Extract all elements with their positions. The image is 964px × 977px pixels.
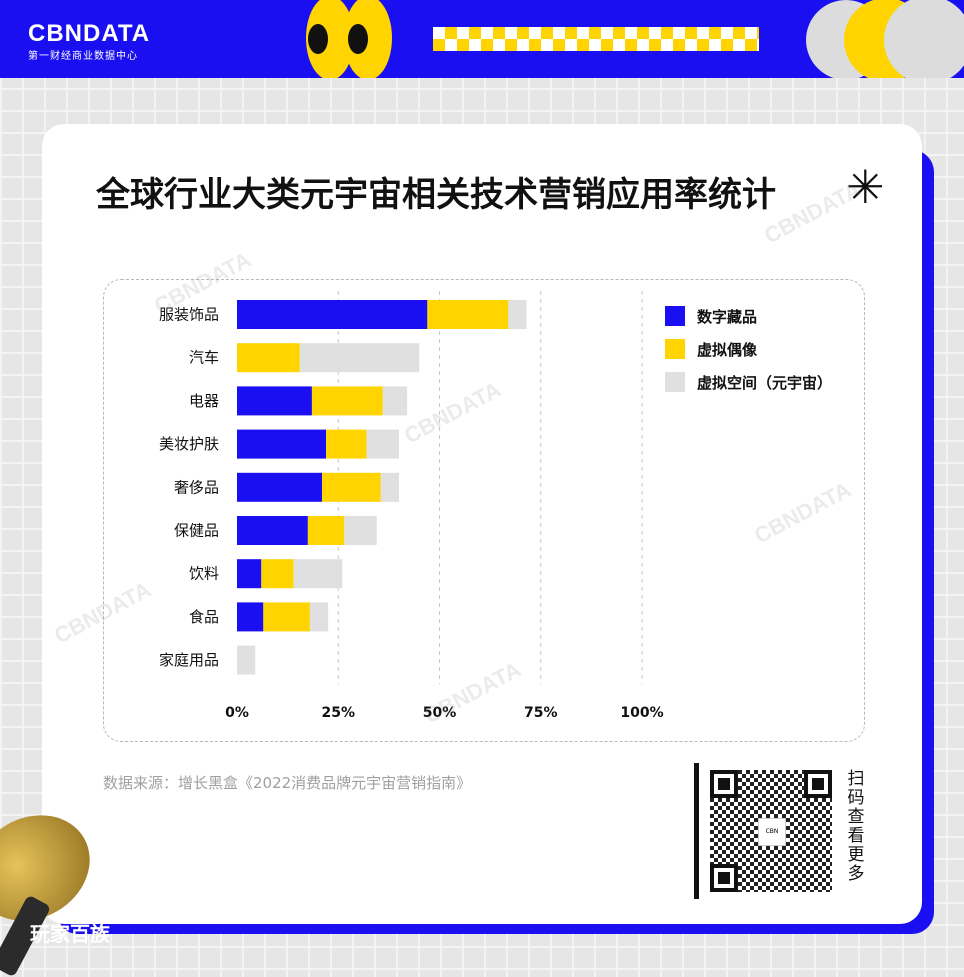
circle-decoration-3 [884,0,964,78]
bar-segment [326,429,367,459]
bar-segment [309,602,329,632]
brand-logo: CBNDATA [28,20,151,47]
x-tick-label: 100% [620,705,663,721]
category-label: 电器 [189,392,219,410]
legend-label: 数字藏品 [697,308,757,326]
bar-segment [311,386,383,416]
data-source: 数据来源：增长黑盒《2022消费品牌元宇宙营销指南》 [103,774,472,792]
qr-caption: 扫 码 查 看 更 多 [847,769,865,884]
bar-segment [237,386,312,416]
brand-tagline: 第一财经商业数据中心 [28,51,138,62]
qr-finder [710,864,738,892]
category-label: 美妆护肤 [159,435,219,453]
eye-decoration-right [344,0,392,78]
category-label: 食品 [189,608,219,626]
category-label: 家庭用品 [159,651,219,669]
bar-segment [237,516,308,545]
chart-frame [103,279,865,742]
x-tick-label: 25% [321,705,355,721]
bar-segment [237,343,300,373]
legend-label: 虚拟偶像 [697,341,758,359]
bar-segment [237,602,264,632]
bottom-text: 玩家百族 [30,922,110,946]
x-tick-label: 75% [524,705,558,721]
bar-segment [237,559,262,589]
qr-logo: CBN [758,818,786,846]
legend-label: 虚拟空间（元宇宙） [697,374,832,392]
stacked-bar-chart: 0% 25% 50% 75% 100% 服装饰品汽车电器美妆护肤奢侈品保健品饮料食品家庭用… [159,291,832,721]
legend-swatch [665,306,685,326]
bar-segment [380,472,399,502]
bar-segment [322,472,381,502]
bar-segment [261,559,294,589]
legend-swatch [665,372,685,392]
bar-segment [237,472,323,502]
bar-segment [299,343,420,373]
qr-finder [710,770,738,798]
bar-segment [293,559,343,589]
brand-header: CBNDATA 第一财经商业数据中心 [0,0,964,78]
bar-segment [237,645,256,675]
bar-segment [263,602,310,632]
qr-divider [694,763,699,899]
category-label: 保健品 [174,522,219,540]
category-label: 奢侈品 [174,478,219,496]
bar-segment [508,300,527,329]
legend-swatch [665,339,685,359]
x-tick-label: 0% [225,705,249,721]
chart-title: 全球行业大类元宇宙相关技术营销应用率统计 [96,175,776,215]
bar-segment [427,300,509,329]
bar-segment [366,429,399,459]
category-label: 汽车 [189,349,219,367]
bar-segment [237,300,428,329]
category-label: 饮料 [189,565,219,583]
qr-finder [804,770,832,798]
bar-segment [344,516,377,545]
bar-segment [307,516,345,545]
checker-decoration [433,27,759,51]
bar-segment [237,429,327,459]
asterisk-icon: ✳ [846,160,885,214]
category-label: 服装饰品 [159,306,219,324]
x-tick-label: 50% [423,705,457,721]
bar-segment [382,386,408,416]
